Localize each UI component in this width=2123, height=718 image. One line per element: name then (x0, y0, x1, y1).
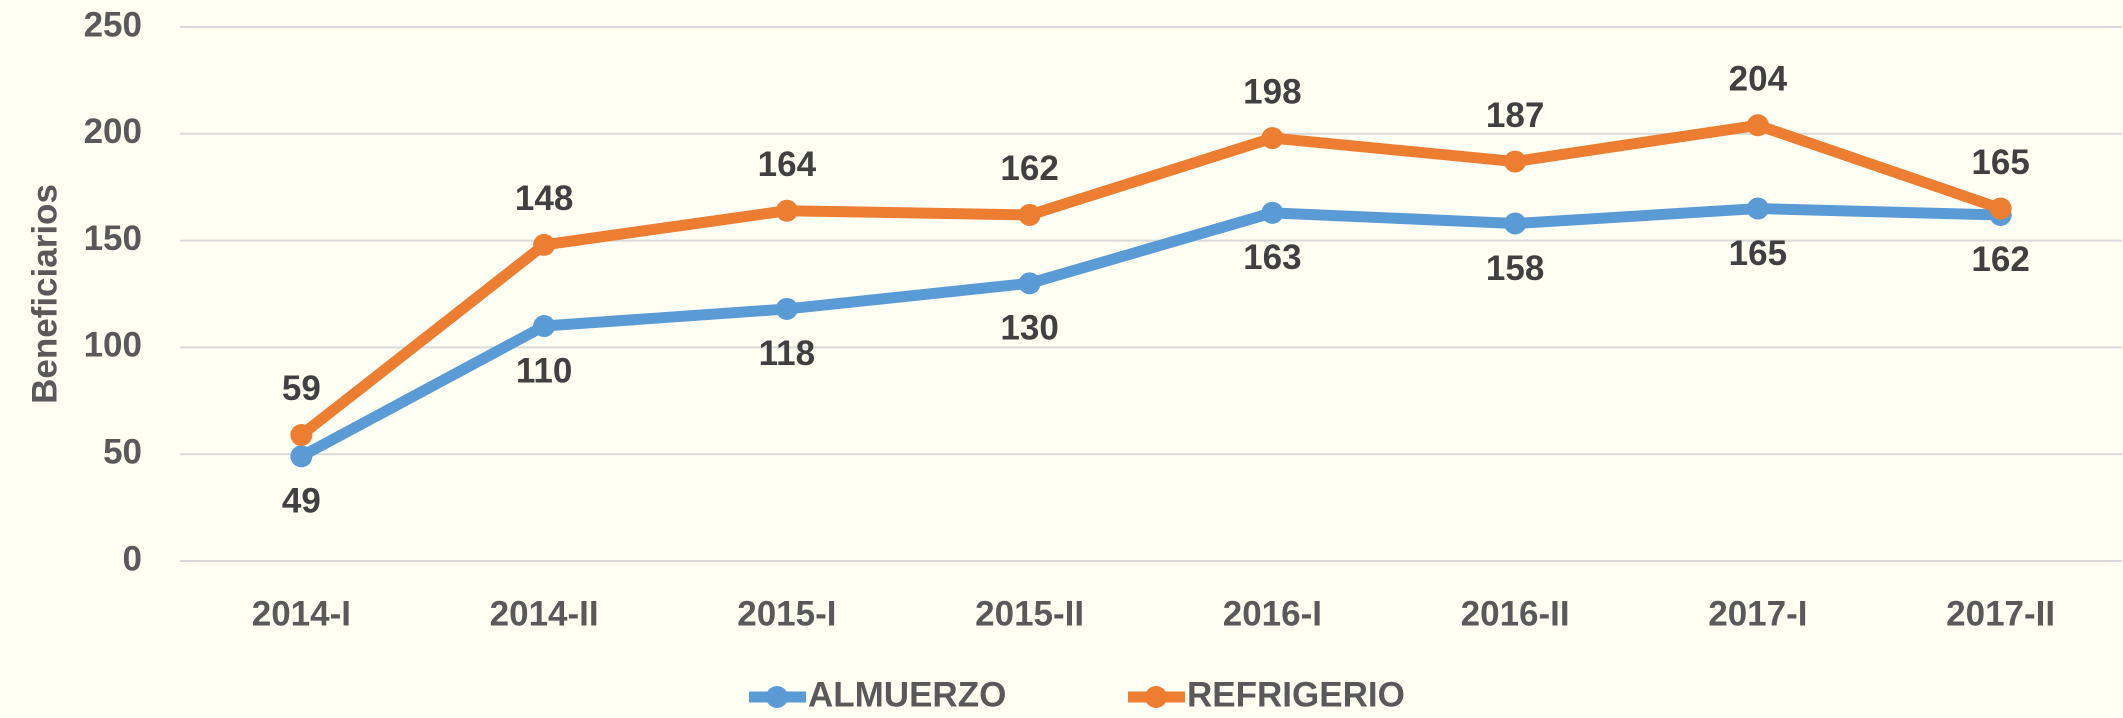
x-tick-label: 2015-I (737, 594, 836, 633)
data-label: 163 (1243, 238, 1301, 277)
data-point (1989, 197, 2012, 220)
data-point (533, 315, 556, 338)
x-tick-label: 2015-II (975, 594, 1084, 633)
data-label: 162 (1971, 240, 2029, 279)
data-point (1504, 212, 1527, 235)
data-label: 198 (1243, 72, 1301, 111)
data-point (1746, 197, 1769, 220)
data-point (1018, 203, 1041, 226)
legend-marker (1145, 686, 1167, 708)
x-tick-label: 2016-II (1461, 594, 1570, 633)
x-tick-label: 2016-I (1223, 594, 1322, 633)
legend-label: ALMUERZO (808, 675, 1006, 714)
y-tick-label: 0 (123, 539, 142, 578)
x-tick-label: 2014-II (490, 594, 599, 633)
series-line (298, 203, 2001, 462)
data-label: 162 (1000, 149, 1058, 188)
data-label: 158 (1486, 249, 1544, 288)
data-point (775, 199, 798, 222)
data-point (1504, 150, 1527, 173)
data-label: 187 (1486, 96, 1544, 135)
y-tick-label: 150 (84, 219, 142, 258)
data-label: 130 (1000, 309, 1058, 348)
data-label: 118 (759, 334, 815, 373)
data-label: 165 (1971, 143, 2029, 182)
y-axis-title: Beneficiarios (25, 184, 64, 404)
data-point (1746, 114, 1769, 137)
series-line (297, 119, 2003, 440)
data-label: 165 (1729, 234, 1787, 273)
data-point (1018, 272, 1041, 295)
data-point (1261, 201, 1284, 224)
y-tick-label: 250 (84, 5, 142, 44)
data-point (775, 297, 798, 320)
data-label: 148 (515, 179, 573, 218)
data-label: 110 (516, 351, 572, 390)
data-point (1261, 127, 1284, 150)
x-tick-label: 2014-I (252, 594, 351, 633)
y-tick-label: 50 (103, 432, 142, 471)
legend-marker (766, 686, 788, 708)
legend-label: REFRIGERIO (1187, 675, 1405, 714)
x-tick-label: 2017-II (1946, 594, 2055, 633)
y-tick-label: 200 (84, 112, 142, 151)
data-point (290, 423, 313, 446)
data-point (533, 233, 556, 256)
x-tick-label: 2017-I (1708, 594, 1807, 633)
data-label: 164 (758, 145, 817, 184)
data-label: 204 (1729, 60, 1788, 99)
data-point (290, 445, 313, 468)
y-tick-label: 100 (84, 326, 142, 365)
data-label: 59 (282, 369, 321, 408)
data-label: 49 (282, 482, 321, 521)
